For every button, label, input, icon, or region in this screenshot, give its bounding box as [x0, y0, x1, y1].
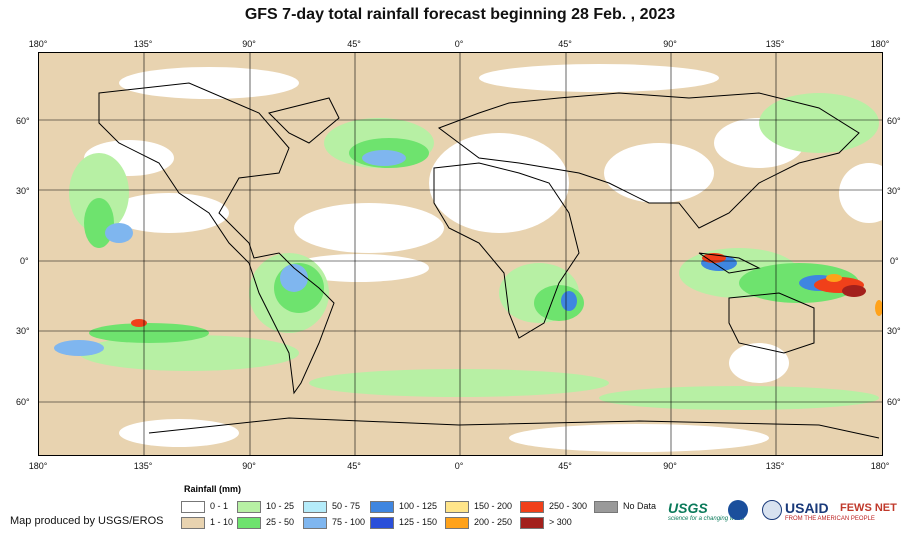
usgs-logo: USGS science for a changing world [668, 500, 745, 522]
rain-200-250 [826, 274, 882, 316]
fews-net-logo: FEWS NET [840, 502, 897, 514]
legend-item: 75 - 100 [303, 516, 365, 529]
legend-item: 25 - 50 [237, 516, 294, 529]
legend-item: 1 - 10 [181, 516, 233, 529]
noaa-logo [728, 500, 748, 520]
rain-75-100 [54, 150, 406, 356]
lon-label-top: 45° [558, 39, 572, 49]
rain-over-300 [842, 285, 866, 297]
lon-label-top: 90° [242, 39, 256, 49]
legend-item: 150 - 200 [445, 500, 512, 513]
lon-label-bottom: 135° [765, 461, 785, 471]
lon-label-bottom: 90° [242, 461, 256, 471]
legend-title: Rainfall (mm) [184, 484, 242, 494]
lat-label-right: 30° [887, 326, 901, 336]
lon-label-bottom: 180° [870, 461, 890, 471]
legend-item: 50 - 75 [303, 500, 360, 513]
lon-label-top: 0° [454, 39, 464, 49]
map-title: GFS 7-day total rainfall forecast beginn… [244, 6, 676, 23]
lon-label-top: 135° [133, 39, 153, 49]
legend-item: 125 - 150 [370, 516, 437, 529]
lat-label-right: 60° [887, 116, 901, 126]
lon-label-bottom: 135° [133, 461, 153, 471]
lon-label-bottom: 180° [28, 461, 48, 471]
graticule [39, 53, 882, 455]
lon-label-top: 45° [347, 39, 361, 49]
legend-item: 0 - 1 [181, 500, 228, 513]
coastlines [98, 82, 880, 439]
lon-label-bottom: 0° [454, 461, 464, 471]
dry-regions [84, 64, 882, 452]
legend-item: 100 - 125 [370, 500, 437, 513]
lon-label-bottom: 45° [347, 461, 361, 471]
lon-label-bottom: 90° [663, 461, 677, 471]
legend-item: 200 - 250 [445, 516, 512, 529]
lon-label-bottom: 45° [558, 461, 572, 471]
lon-label-top: 180° [870, 39, 890, 49]
lat-label-right: 30° [887, 186, 901, 196]
lat-label-right: 60° [887, 397, 901, 407]
lat-label-left: 30° [16, 186, 30, 196]
legend-item: 10 - 25 [237, 500, 294, 513]
rainfall-map [38, 52, 883, 456]
legend-item: > 300 [520, 516, 572, 529]
credit-text: Map produced by USGS/EROS [10, 515, 164, 527]
legend-item: No Data [594, 500, 656, 513]
lon-label-top: 90° [663, 39, 677, 49]
lon-label-top: 135° [765, 39, 785, 49]
legend-item: 250 - 300 [520, 500, 587, 513]
usaid-seal [762, 500, 782, 520]
lon-label-top: 180° [28, 39, 48, 49]
lat-label-left: 0° [20, 256, 29, 266]
lat-label-right: 0° [890, 256, 899, 266]
lat-label-left: 30° [16, 326, 30, 336]
lat-label-left: 60° [16, 397, 30, 407]
lat-label-left: 60° [16, 116, 30, 126]
usaid-logo: USAID FROM THE AMERICAN PEOPLE [785, 500, 875, 522]
